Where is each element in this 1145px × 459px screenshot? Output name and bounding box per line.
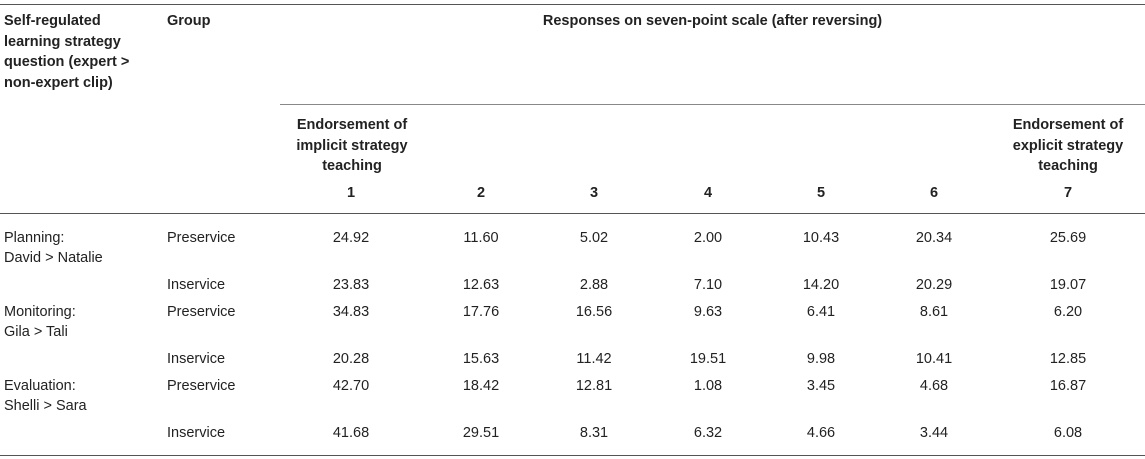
value-cell: 2.00	[693, 230, 723, 246]
group-cell: Preservice	[167, 304, 236, 320]
question-label: Evaluation:	[4, 378, 76, 394]
question-label: Monitoring:	[4, 304, 76, 320]
value-cell: 23.83	[332, 277, 370, 293]
responses-header: Responses on seven-point scale (after re…	[542, 13, 883, 29]
value-cell: 16.87	[1049, 378, 1087, 394]
value-cell: 1.08	[693, 378, 723, 394]
value-cell: 19.07	[1049, 277, 1087, 293]
group-cell: Inservice	[167, 351, 226, 367]
scale-point-header: 6	[929, 185, 939, 201]
value-cell: 7.10	[693, 277, 723, 293]
scale-point-header: 1	[346, 185, 356, 201]
question-clip-comparison: David > Natalie	[4, 250, 103, 266]
value-cell: 11.60	[463, 230, 499, 246]
value-cell: 9.63	[693, 304, 723, 320]
value-cell: 18.42	[462, 378, 500, 394]
responses-span-rule	[280, 104, 1145, 105]
group-cell: Inservice	[167, 425, 226, 441]
value-cell: 2.88	[579, 277, 609, 293]
value-cell: 20.28	[332, 351, 370, 367]
value-cell: 6.20	[1053, 304, 1083, 320]
group-column-header: Group	[167, 13, 211, 29]
value-cell: 16.56	[575, 304, 613, 320]
value-cell: 9.98	[806, 351, 836, 367]
value-cell: 4.68	[919, 378, 949, 394]
group-cell: Preservice	[167, 378, 236, 394]
value-cell: 42.70	[332, 378, 370, 394]
table-bottom-rule	[0, 455, 1145, 456]
value-cell: 6.08	[1053, 425, 1083, 441]
value-cell: 41.68	[332, 425, 370, 441]
value-cell: 15.63	[462, 351, 500, 367]
question-column-header: Self-regulated learning strategy questio…	[4, 13, 130, 91]
value-cell: 34.83	[332, 304, 370, 320]
group-cell: Inservice	[167, 277, 226, 293]
value-cell: 14.20	[802, 277, 840, 293]
value-cell: 24.92	[332, 230, 370, 246]
value-cell: 10.41	[915, 351, 953, 367]
value-cell: 3.44	[919, 425, 949, 441]
header-bottom-rule	[0, 213, 1145, 214]
implicit-anchor-header: Endorsement of implicit strategy teachin…	[296, 117, 408, 174]
group-cell: Preservice	[167, 230, 236, 246]
value-cell: 6.41	[806, 304, 836, 320]
question-clip-comparison: Gila > Tali	[4, 324, 68, 340]
value-cell: 12.63	[462, 277, 500, 293]
value-cell: 29.51	[462, 425, 500, 441]
scale-point-header: 5	[816, 185, 826, 201]
value-cell: 20.29	[915, 277, 953, 293]
table-top-rule	[0, 4, 1145, 5]
question-clip-comparison: Shelli > Sara	[4, 398, 87, 414]
scale-point-header: 2	[476, 185, 486, 201]
value-cell: 6.32	[693, 425, 723, 441]
value-cell: 11.42	[576, 351, 612, 367]
value-cell: 5.02	[579, 230, 609, 246]
value-cell: 8.61	[919, 304, 949, 320]
value-cell: 20.34	[915, 230, 953, 246]
value-cell: 19.51	[689, 351, 727, 367]
value-cell: 17.76	[462, 304, 500, 320]
value-cell: 3.45	[806, 378, 836, 394]
value-cell: 12.81	[575, 378, 613, 394]
question-label: Planning:	[4, 230, 65, 246]
value-cell: 8.31	[579, 425, 609, 441]
value-cell: 25.69	[1049, 230, 1087, 246]
scale-point-header: 7	[1063, 185, 1073, 201]
scale-point-header: 3	[589, 185, 599, 201]
value-cell: 10.43	[802, 230, 840, 246]
scale-point-header: 4	[703, 185, 713, 201]
value-cell: 12.85	[1049, 351, 1087, 367]
value-cell: 4.66	[806, 425, 836, 441]
explicit-anchor-header: Endorsement of explicit strategy teachin…	[1012, 117, 1124, 174]
